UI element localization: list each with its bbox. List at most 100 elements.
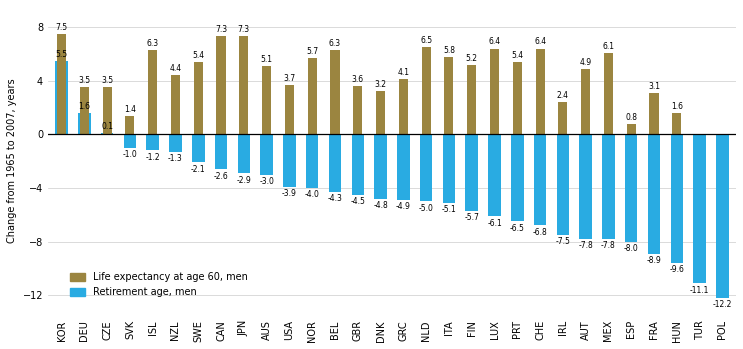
Bar <box>490 49 499 134</box>
Text: 5.8: 5.8 <box>443 45 455 54</box>
Text: -3.9: -3.9 <box>282 189 297 198</box>
Text: 3.1: 3.1 <box>648 82 660 91</box>
Bar <box>194 62 203 134</box>
Bar <box>57 34 66 134</box>
Text: 7.5: 7.5 <box>56 23 68 32</box>
Text: 1.6: 1.6 <box>671 102 683 111</box>
Text: 3.7: 3.7 <box>283 74 296 83</box>
Bar <box>693 134 706 283</box>
Bar <box>78 113 91 134</box>
Bar <box>103 87 111 134</box>
Bar <box>716 134 729 298</box>
Bar <box>55 61 68 134</box>
Text: 5.1: 5.1 <box>261 55 273 64</box>
Bar <box>536 49 545 134</box>
Bar <box>467 65 476 134</box>
Text: -9.6: -9.6 <box>669 266 684 274</box>
Bar <box>557 134 569 235</box>
Bar <box>580 134 592 239</box>
Text: 3.5: 3.5 <box>101 76 113 86</box>
Bar <box>238 134 250 173</box>
Text: 6.1: 6.1 <box>603 42 614 51</box>
Text: 3.6: 3.6 <box>351 75 364 84</box>
Text: -1.2: -1.2 <box>146 153 160 162</box>
Bar <box>399 79 408 134</box>
Bar <box>513 62 522 134</box>
Bar <box>488 134 501 216</box>
Text: 6.4: 6.4 <box>488 37 501 46</box>
Text: 6.3: 6.3 <box>146 39 159 48</box>
Bar <box>558 102 568 134</box>
Text: -1.3: -1.3 <box>168 154 183 163</box>
Text: -2.9: -2.9 <box>236 176 251 185</box>
Text: -4.9: -4.9 <box>396 202 411 211</box>
Bar <box>126 116 134 134</box>
Bar <box>465 134 478 211</box>
Text: -7.8: -7.8 <box>601 241 616 250</box>
Text: 5.4: 5.4 <box>511 51 523 60</box>
Text: -4.8: -4.8 <box>373 201 388 210</box>
Bar <box>374 134 387 199</box>
Text: 6.5: 6.5 <box>420 36 432 45</box>
Text: 2.4: 2.4 <box>557 91 569 100</box>
Bar <box>581 69 590 134</box>
Bar <box>215 134 227 169</box>
Legend: Life expectancy at age 60, men, Retirement age, men: Life expectancy at age 60, men, Retireme… <box>66 269 251 301</box>
Bar <box>649 93 658 134</box>
Text: -6.1: -6.1 <box>487 218 502 228</box>
Bar <box>511 134 524 222</box>
Bar <box>260 134 273 174</box>
Bar <box>353 86 363 134</box>
Text: -4.3: -4.3 <box>328 194 343 203</box>
Text: -7.8: -7.8 <box>578 241 593 250</box>
Text: 6.3: 6.3 <box>329 39 341 48</box>
Bar <box>239 36 248 134</box>
Bar <box>328 134 341 192</box>
Bar <box>626 124 636 134</box>
Text: 4.1: 4.1 <box>398 68 409 77</box>
Text: -12.2: -12.2 <box>713 300 732 309</box>
Bar <box>192 134 204 163</box>
Bar <box>146 134 159 150</box>
Text: 0.8: 0.8 <box>625 113 637 121</box>
Text: 3.5: 3.5 <box>78 76 91 86</box>
Text: 5.7: 5.7 <box>306 47 318 56</box>
Bar <box>306 134 319 188</box>
Bar <box>148 50 158 134</box>
Bar <box>420 134 432 201</box>
Bar <box>376 91 385 134</box>
Bar <box>283 134 296 187</box>
Text: -8.0: -8.0 <box>624 244 638 253</box>
Text: -5.0: -5.0 <box>419 204 434 213</box>
Text: -4.5: -4.5 <box>351 197 366 206</box>
Text: 1.4: 1.4 <box>124 105 136 113</box>
Text: -5.7: -5.7 <box>464 213 479 222</box>
Bar <box>262 66 271 134</box>
Text: 5.5: 5.5 <box>56 50 68 59</box>
Bar <box>397 134 409 200</box>
Bar <box>648 134 661 254</box>
Text: -1.0: -1.0 <box>123 150 137 159</box>
Text: 5.2: 5.2 <box>466 54 478 62</box>
Text: -3.0: -3.0 <box>259 177 274 186</box>
Text: 5.4: 5.4 <box>192 51 204 60</box>
Bar <box>123 134 136 148</box>
Text: -6.8: -6.8 <box>533 228 548 237</box>
Text: -2.1: -2.1 <box>191 165 206 174</box>
Bar <box>670 134 683 263</box>
Text: 4.9: 4.9 <box>580 58 591 67</box>
Y-axis label: Change from 1965 to 2007, years: Change from 1965 to 2007, years <box>7 79 17 244</box>
Text: 4.4: 4.4 <box>169 64 181 73</box>
Text: -6.5: -6.5 <box>510 224 525 233</box>
Bar <box>171 75 180 134</box>
Text: -7.5: -7.5 <box>556 237 571 246</box>
Bar <box>421 47 431 134</box>
Bar <box>308 58 317 134</box>
Bar <box>351 134 364 195</box>
Bar <box>444 57 453 134</box>
Text: 1.6: 1.6 <box>78 102 91 111</box>
Bar <box>331 50 340 134</box>
Text: 0.1: 0.1 <box>101 122 113 131</box>
Bar <box>533 134 546 225</box>
Bar <box>602 134 614 239</box>
